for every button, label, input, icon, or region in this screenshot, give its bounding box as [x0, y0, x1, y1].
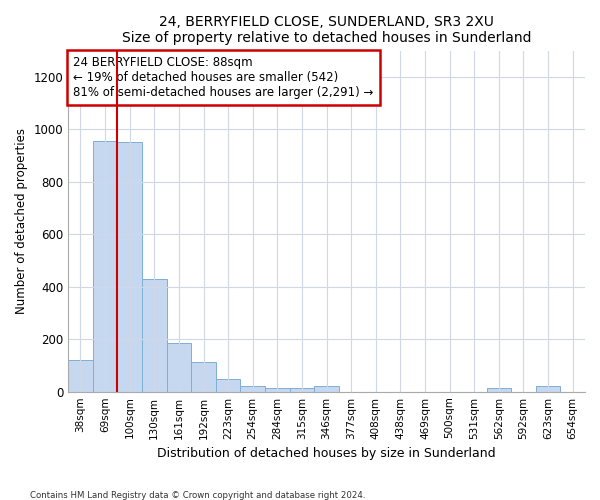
Bar: [118, 142, 142, 392]
Bar: [290, 388, 314, 392]
Title: 24, BERRYFIELD CLOSE, SUNDERLAND, SR3 2XU
Size of property relative to detached : 24, BERRYFIELD CLOSE, SUNDERLAND, SR3 2X…: [122, 15, 532, 45]
Bar: [216, 379, 241, 392]
X-axis label: Distribution of detached houses by size in Sunderland: Distribution of detached houses by size …: [157, 447, 496, 460]
Bar: [68, 360, 93, 392]
Bar: [191, 362, 216, 392]
Bar: [314, 386, 339, 392]
Text: Contains HM Land Registry data © Crown copyright and database right 2024.: Contains HM Land Registry data © Crown c…: [30, 490, 365, 500]
Y-axis label: Number of detached properties: Number of detached properties: [15, 128, 28, 314]
Bar: [142, 279, 167, 392]
Bar: [487, 388, 511, 392]
Bar: [536, 386, 560, 392]
Bar: [93, 141, 118, 392]
Bar: [265, 388, 290, 392]
Bar: [167, 343, 191, 392]
Text: 24 BERRYFIELD CLOSE: 88sqm
← 19% of detached houses are smaller (542)
81% of sem: 24 BERRYFIELD CLOSE: 88sqm ← 19% of deta…: [73, 56, 374, 98]
Bar: [241, 386, 265, 392]
